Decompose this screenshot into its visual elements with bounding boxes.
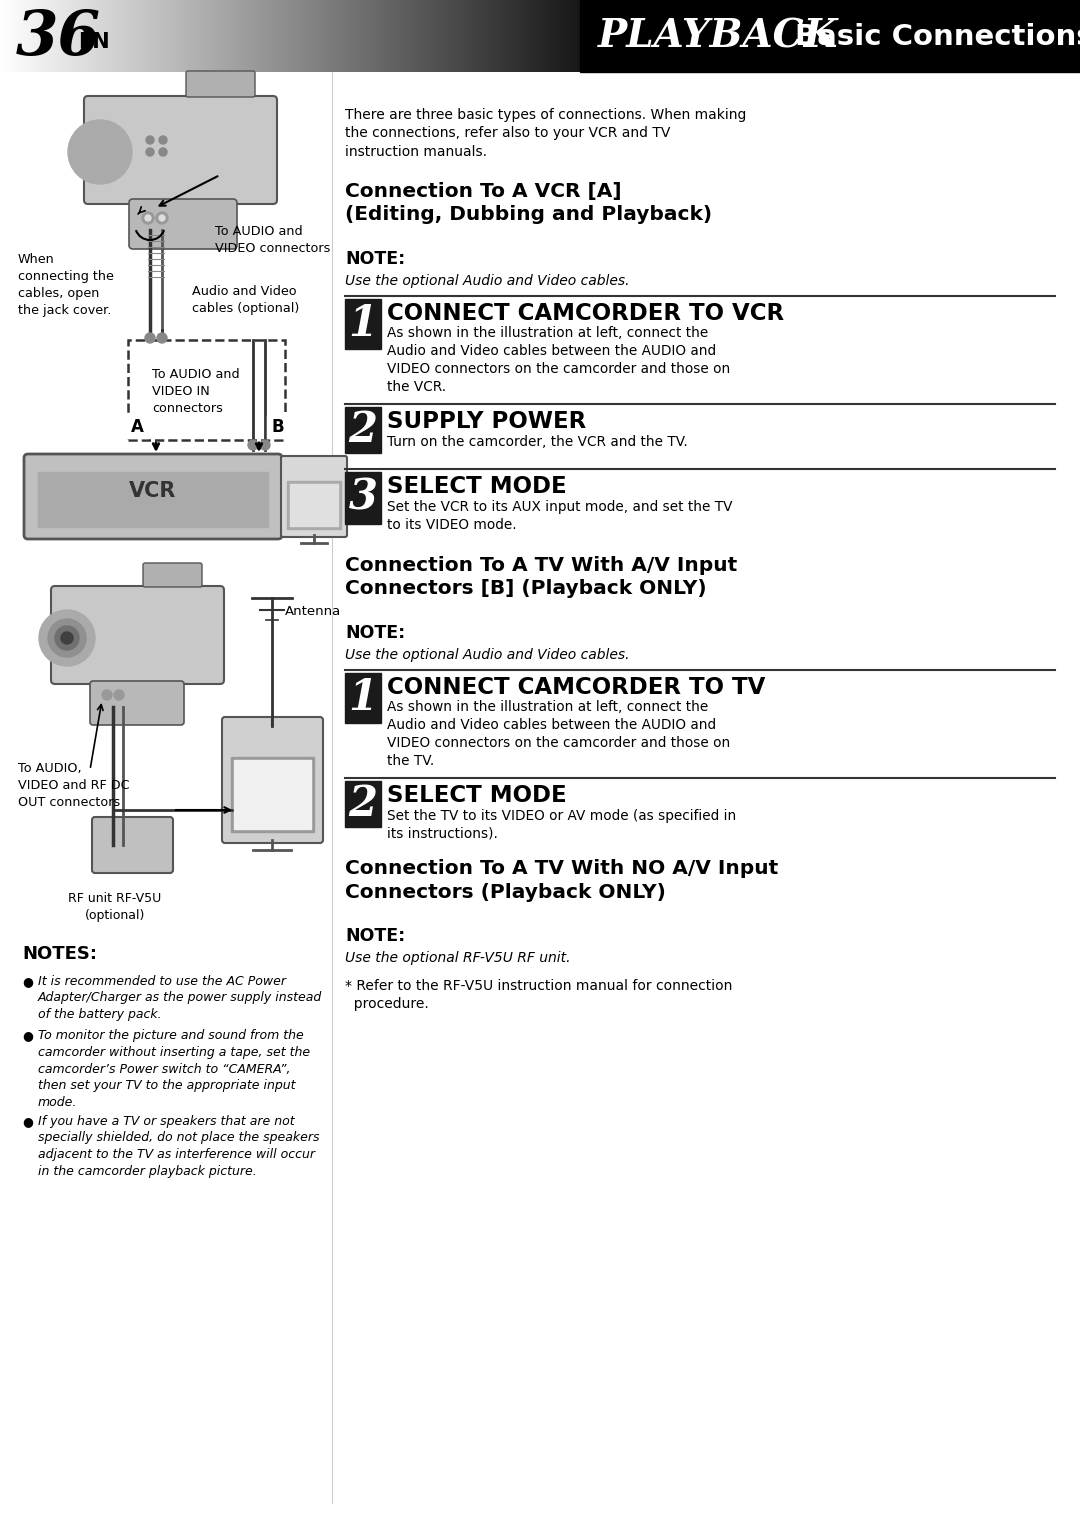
Text: VCR: VCR: [130, 481, 177, 501]
Circle shape: [159, 136, 167, 144]
Circle shape: [102, 690, 112, 701]
FancyBboxPatch shape: [143, 563, 202, 587]
Text: CONNECT CAMCORDER TO VCR: CONNECT CAMCORDER TO VCR: [387, 302, 784, 325]
Circle shape: [145, 333, 156, 343]
Circle shape: [159, 149, 167, 156]
Text: 1: 1: [349, 304, 378, 345]
Circle shape: [146, 136, 154, 144]
Text: PLAYBACK: PLAYBACK: [598, 18, 838, 57]
Text: When
connecting the
cables, open
the jack cover.: When connecting the cables, open the jac…: [18, 253, 113, 317]
Text: Set the TV to its VIDEO or AV mode (as specified in
its instructions).: Set the TV to its VIDEO or AV mode (as s…: [387, 809, 737, 840]
FancyBboxPatch shape: [84, 97, 276, 204]
FancyBboxPatch shape: [90, 681, 184, 725]
Text: EN: EN: [78, 32, 110, 52]
Bar: [345, 673, 381, 724]
Bar: [287, 481, 341, 529]
Text: Use the optional RF-V5U RF unit.: Use the optional RF-V5U RF unit.: [345, 950, 570, 964]
Bar: [234, 760, 311, 829]
Text: NOTE:: NOTE:: [345, 250, 405, 268]
Text: RF unit RF-V5U
(optional): RF unit RF-V5U (optional): [68, 892, 162, 921]
Bar: [129, 340, 285, 440]
Text: Connection To A TV With NO A/V Input
Connectors (Playback ONLY): Connection To A TV With NO A/V Input Con…: [345, 858, 779, 901]
Circle shape: [248, 440, 258, 451]
Text: 3: 3: [349, 477, 378, 520]
Text: 1: 1: [349, 678, 378, 719]
Text: Basic Connections: Basic Connections: [795, 23, 1080, 51]
Text: 36: 36: [16, 8, 102, 67]
Text: As shown in the illustration at left, connect the
Audio and Video cables between: As shown in the illustration at left, co…: [387, 327, 730, 394]
Bar: [231, 757, 314, 832]
Bar: [345, 780, 381, 826]
Text: ●: ●: [22, 975, 32, 987]
Bar: [580, 0, 1080, 72]
Bar: [126, 415, 148, 438]
Bar: [345, 406, 381, 452]
Circle shape: [39, 610, 95, 665]
FancyBboxPatch shape: [129, 199, 237, 248]
Text: ●: ●: [22, 1030, 32, 1042]
Circle shape: [156, 212, 168, 224]
Bar: [345, 299, 381, 350]
Text: To monitor the picture and sound from the
camcorder without inserting a tape, se: To monitor the picture and sound from th…: [38, 1030, 310, 1108]
Text: It is recommended to use the AC Power
Adapter/Charger as the power supply instea: It is recommended to use the AC Power Ad…: [38, 975, 322, 1021]
FancyBboxPatch shape: [222, 717, 323, 843]
Text: To AUDIO and
VIDEO connectors: To AUDIO and VIDEO connectors: [215, 225, 330, 254]
Text: To AUDIO and
VIDEO IN
connectors: To AUDIO and VIDEO IN connectors: [152, 368, 240, 415]
FancyBboxPatch shape: [281, 455, 347, 537]
Circle shape: [60, 632, 73, 644]
Circle shape: [78, 130, 122, 175]
FancyBboxPatch shape: [24, 454, 282, 540]
Text: * Refer to the RF-V5U instruction manual for connection
  procedure.: * Refer to the RF-V5U instruction manual…: [345, 980, 732, 1010]
Text: Connection To A VCR [A]
(Editing, Dubbing and Playback): Connection To A VCR [A] (Editing, Dubbin…: [345, 182, 712, 224]
Bar: [345, 472, 381, 524]
Text: 2: 2: [349, 409, 378, 451]
Text: NOTE:: NOTE:: [345, 927, 405, 944]
Circle shape: [86, 138, 114, 166]
Text: B: B: [272, 419, 284, 435]
Text: NOTES:: NOTES:: [22, 944, 97, 963]
Bar: [291, 484, 338, 526]
FancyBboxPatch shape: [51, 586, 224, 684]
Text: ●: ●: [22, 1114, 32, 1128]
Circle shape: [260, 440, 270, 451]
Circle shape: [159, 215, 165, 221]
Text: Set the VCR to its AUX input mode, and set the TV
to its VIDEO mode.: Set the VCR to its AUX input mode, and s…: [387, 500, 732, 532]
Circle shape: [141, 212, 154, 224]
Bar: [38, 472, 268, 527]
Circle shape: [48, 619, 86, 658]
FancyBboxPatch shape: [92, 817, 173, 872]
Circle shape: [146, 149, 154, 156]
Text: NOTE:: NOTE:: [345, 624, 405, 642]
Text: 2: 2: [349, 783, 378, 825]
Text: Use the optional Audio and Video cables.: Use the optional Audio and Video cables.: [345, 648, 630, 662]
Text: To AUDIO,
VIDEO and RF DC
OUT connectors: To AUDIO, VIDEO and RF DC OUT connectors: [18, 762, 130, 809]
Text: CONNECT CAMCORDER TO TV: CONNECT CAMCORDER TO TV: [387, 676, 766, 699]
Text: SELECT MODE: SELECT MODE: [387, 783, 567, 806]
FancyBboxPatch shape: [186, 71, 255, 97]
Text: There are three basic types of connections. When making
the connections, refer a: There are three basic types of connectio…: [345, 107, 746, 159]
Text: As shown in the illustration at left, connect the
Audio and Video cables between: As shown in the illustration at left, co…: [387, 701, 730, 768]
Text: A: A: [131, 419, 144, 435]
Text: Antenna: Antenna: [285, 606, 341, 618]
Text: Use the optional Audio and Video cables.: Use the optional Audio and Video cables.: [345, 274, 630, 288]
Text: Turn on the camcorder, the VCR and the TV.: Turn on the camcorder, the VCR and the T…: [387, 435, 688, 449]
Circle shape: [68, 120, 132, 184]
Circle shape: [55, 625, 79, 650]
Bar: [267, 415, 289, 438]
Circle shape: [157, 333, 167, 343]
Circle shape: [93, 146, 107, 159]
Text: Connection To A TV With A/V Input
Connectors [B] (Playback ONLY): Connection To A TV With A/V Input Connec…: [345, 556, 738, 598]
Text: SELECT MODE: SELECT MODE: [387, 475, 567, 498]
Text: Audio and Video
cables (optional): Audio and Video cables (optional): [192, 285, 299, 314]
Text: SUPPLY POWER: SUPPLY POWER: [387, 409, 586, 432]
Circle shape: [114, 690, 124, 701]
Circle shape: [145, 215, 151, 221]
Text: If you have a TV or speakers that are not
specially shielded, do not place the s: If you have a TV or speakers that are no…: [38, 1114, 320, 1177]
